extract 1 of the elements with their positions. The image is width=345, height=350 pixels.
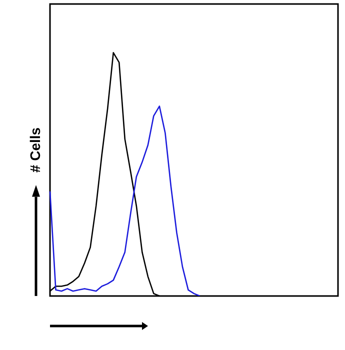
y-axis-title: # Cells <box>27 127 43 173</box>
